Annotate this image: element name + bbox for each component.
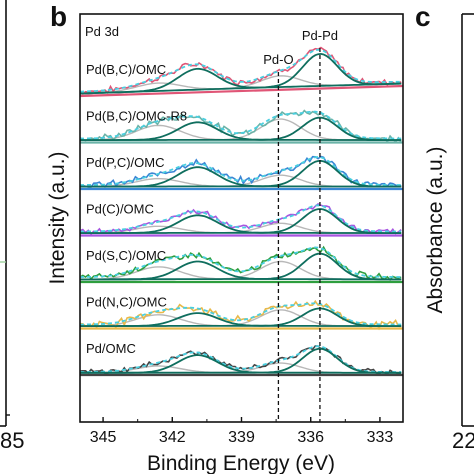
panel-c-y-axis-label: Absorbance (a.u.) — [424, 147, 447, 314]
series-group: Pd(B,C)/OMC — [79, 46, 404, 98]
series-label: Pd(N,C)/OMC — [86, 295, 167, 310]
plot-area: Pd(B,C)/OMC Pd(B,C)/OMC-R8 Pd(P,C)/OMC Pd(C… — [79, 46, 404, 377]
series-label: Pd/OMC — [86, 341, 136, 356]
series-group: Pd(S,C)/OMC — [79, 245, 403, 284]
series-baseline — [79, 84, 404, 98]
series-label: Pd(S,C)/OMC — [86, 248, 166, 263]
y-axis-label: Intensity (a.u.) — [46, 151, 69, 284]
series-label: Pd(B,C)/OMC-R8 — [86, 109, 187, 124]
panel-c-fragment: c Absorbance (a.u.) 22 — [415, 1, 474, 453]
x-axis-label: Binding Energy (eV) — [147, 452, 335, 474]
series-envelope-line — [80, 204, 402, 233]
panel-b-letter: b — [50, 1, 67, 32]
reference-labels: Pd-O Pd-Pd — [263, 28, 338, 422]
panel-c-tick-label: 22 — [452, 428, 474, 453]
series-group: Pd(N,C)/OMC — [79, 295, 403, 331]
panel-a-fragment: 85 — [0, 0, 24, 453]
x-tick-label: 342 — [159, 429, 186, 446]
series-label: Pd(B,C)/OMC — [86, 62, 166, 77]
reference-label: Pd-O — [263, 52, 293, 67]
series-raw-line — [79, 109, 402, 144]
fit-component-metal-2 — [80, 312, 402, 327]
series-group: Pd(B,C)/OMC-R8 — [79, 109, 403, 144]
x-tick-label: 339 — [228, 429, 255, 446]
chart-title: Pd 3d — [85, 24, 119, 39]
series-label: Pd(P,C)/OMC — [86, 155, 165, 170]
chart-title-text: Pd 3d — [85, 24, 119, 39]
series-group: Pd(C)/OMC — [79, 202, 403, 237]
x-axis-ticks: 345 342 339 336 333 — [90, 417, 394, 446]
fit-component-metal-2 — [80, 260, 402, 281]
series-envelope-line — [79, 48, 402, 93]
reference-label: Pd-Pd — [302, 28, 338, 43]
series-group: Pd(P,C)/OMC — [79, 155, 403, 191]
x-tick-label: 336 — [297, 429, 324, 446]
series-raw-line — [79, 155, 402, 188]
fit-component-metal-2 — [80, 166, 402, 188]
series-envelope-line — [80, 302, 402, 326]
fit-component-metal-2 — [80, 121, 402, 141]
x-tick-label: 345 — [90, 429, 117, 446]
panel-c-letter: c — [415, 1, 431, 32]
series-group: Pd/OMC — [79, 341, 403, 377]
series-raw-line — [79, 46, 402, 95]
series-label: Pd(C)/OMC — [86, 202, 154, 217]
fit-component-metal-2 — [80, 354, 402, 374]
panel-a-tick-label: 85 — [0, 428, 24, 453]
series-raw-line — [79, 245, 402, 282]
fit-component-metal-2 — [79, 67, 402, 95]
x-tick-label: 333 — [367, 429, 394, 446]
fit-component-metal-2 — [80, 214, 402, 234]
